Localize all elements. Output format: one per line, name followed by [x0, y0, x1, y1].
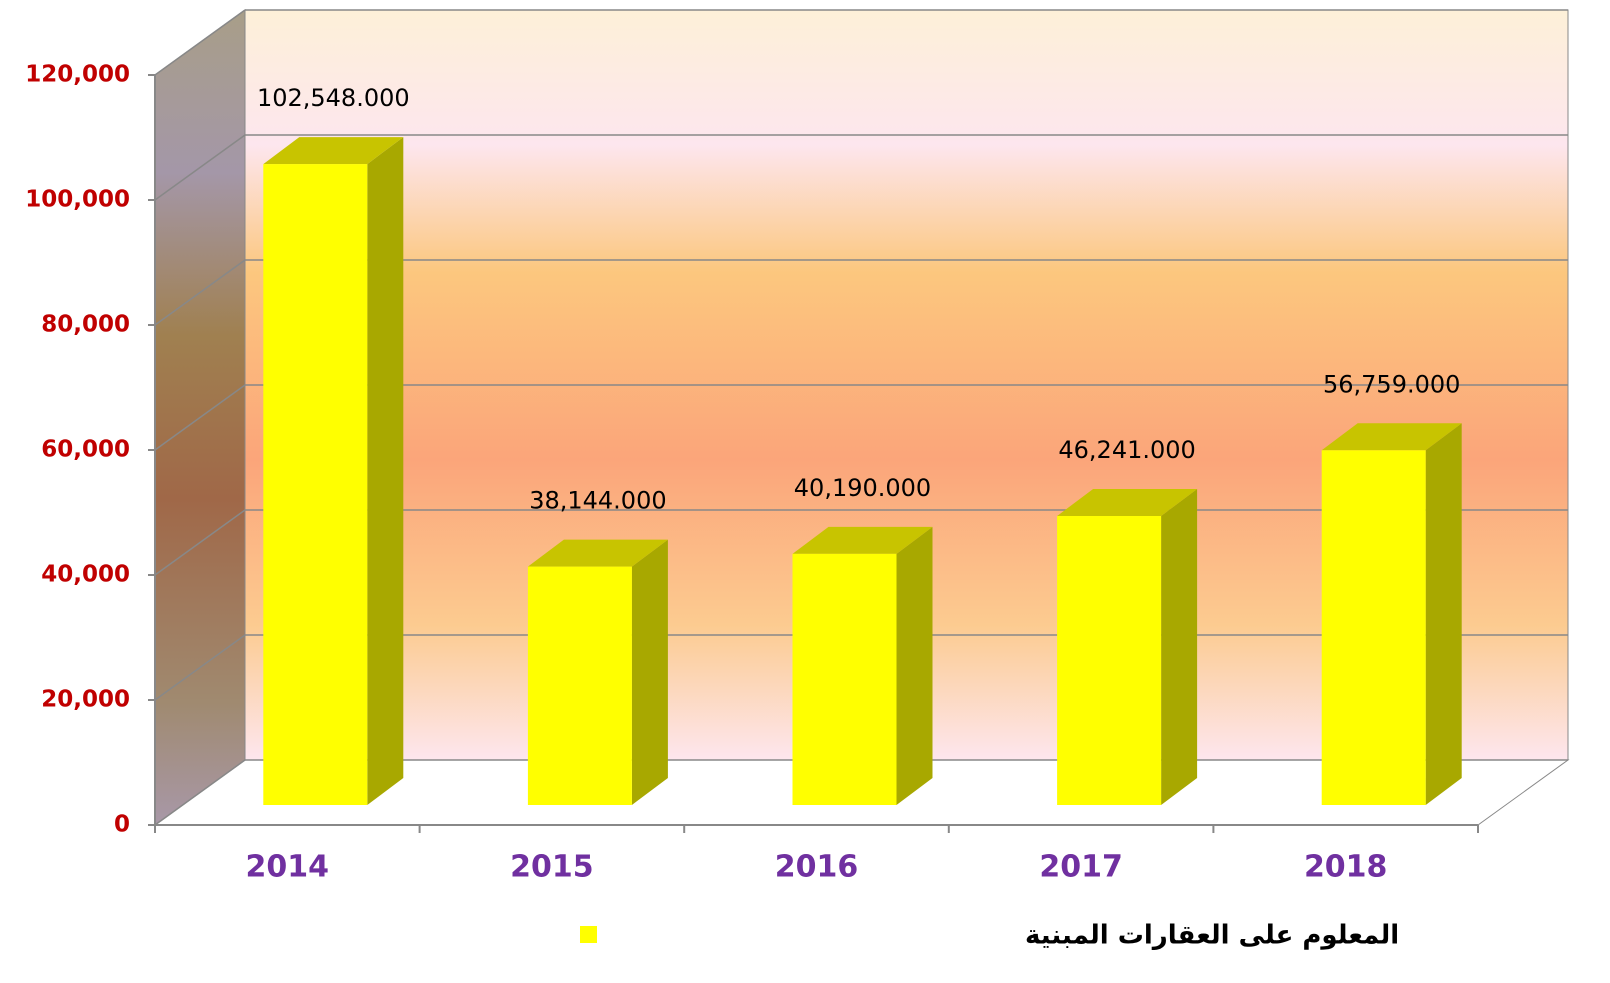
- bar: [792, 553, 897, 805]
- y-tick-label: 40,000: [41, 562, 130, 588]
- bar: [1321, 450, 1426, 805]
- x-tick-label: 2015: [510, 850, 594, 885]
- bar: [263, 164, 368, 805]
- y-tick-label: 20,000: [41, 687, 130, 713]
- y-tick-label: 120,000: [25, 62, 130, 88]
- bar-top: [1057, 488, 1198, 516]
- bar-top: [527, 539, 668, 567]
- grid-line: [154, 9, 246, 76]
- x-tick-label: 2014: [246, 850, 330, 885]
- legend-swatch: [580, 926, 597, 943]
- bar-side: [631, 539, 668, 805]
- y-tick-label: 60,000: [41, 437, 130, 463]
- bar-top: [1321, 423, 1462, 451]
- grid-line: [154, 134, 246, 201]
- x-tick-label: 2017: [1039, 850, 1123, 885]
- x-tick-label: 2018: [1304, 850, 1388, 885]
- grid-line: [154, 759, 246, 826]
- bar-side: [367, 137, 404, 805]
- x-tick-label: 2016: [775, 850, 859, 885]
- bar: [1057, 515, 1162, 805]
- grid-line: [154, 509, 246, 576]
- legend-label: المعلوم على العقارات المبنية: [1025, 921, 1399, 951]
- bar: [527, 566, 632, 805]
- bar-side: [1425, 423, 1462, 805]
- y-tick-label: 0: [114, 812, 130, 838]
- y-tick-label: 80,000: [41, 312, 130, 338]
- value-label: 40,190.000: [794, 474, 931, 502]
- grid-line: [154, 384, 246, 451]
- grid-line: [154, 259, 246, 326]
- y-tick-label: 100,000: [25, 187, 130, 213]
- bar-top: [263, 137, 404, 165]
- grid-line: [154, 634, 246, 701]
- value-label: 46,241.000: [1058, 436, 1195, 464]
- value-label: 56,759.000: [1323, 370, 1460, 398]
- bar-top: [792, 526, 933, 554]
- bar-side: [896, 526, 933, 805]
- value-label: 38,144.000: [529, 487, 666, 515]
- value-label: 102,548.000: [257, 84, 410, 112]
- bar-side: [1161, 488, 1198, 805]
